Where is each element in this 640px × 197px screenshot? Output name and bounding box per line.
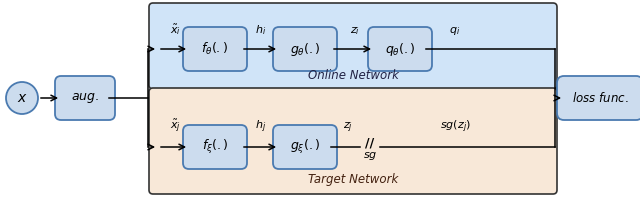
Text: $q_{\theta}(.)$: $q_{\theta}(.)$	[385, 41, 415, 58]
Text: $loss\ func.$: $loss\ func.$	[572, 91, 628, 105]
Text: $\tilde{x}_i$: $\tilde{x}_i$	[170, 22, 182, 37]
Text: $sg$: $sg$	[363, 150, 377, 162]
Text: $g_{\theta}(.)$: $g_{\theta}(.)$	[290, 41, 321, 58]
Text: $\tilde{x}_j$: $\tilde{x}_j$	[170, 117, 182, 135]
FancyBboxPatch shape	[149, 3, 557, 89]
Text: $g_{\xi}(.)$: $g_{\xi}(.)$	[290, 138, 320, 156]
Text: Online Network: Online Network	[308, 69, 399, 82]
Text: $aug.$: $aug.$	[71, 91, 99, 105]
Text: $sg(z_j)$: $sg(z_j)$	[440, 119, 470, 135]
Text: $z_i$: $z_i$	[350, 25, 360, 37]
Text: $h_i$: $h_i$	[255, 23, 267, 37]
FancyBboxPatch shape	[183, 27, 247, 71]
Ellipse shape	[6, 82, 38, 114]
Text: //: //	[365, 137, 374, 150]
FancyBboxPatch shape	[557, 76, 640, 120]
FancyBboxPatch shape	[273, 27, 337, 71]
Text: $f_{\theta}(.)$: $f_{\theta}(.)$	[202, 41, 228, 57]
Text: $z_j$: $z_j$	[343, 121, 353, 135]
Text: Target Network: Target Network	[308, 173, 398, 186]
Text: $q_i$: $q_i$	[449, 25, 461, 37]
FancyBboxPatch shape	[183, 125, 247, 169]
Text: $f_{\xi}(.)$: $f_{\xi}(.)$	[202, 138, 228, 156]
FancyBboxPatch shape	[368, 27, 432, 71]
FancyBboxPatch shape	[55, 76, 115, 120]
FancyBboxPatch shape	[149, 88, 557, 194]
FancyBboxPatch shape	[273, 125, 337, 169]
Text: $x$: $x$	[17, 91, 28, 105]
Text: $h_j$: $h_j$	[255, 119, 267, 135]
